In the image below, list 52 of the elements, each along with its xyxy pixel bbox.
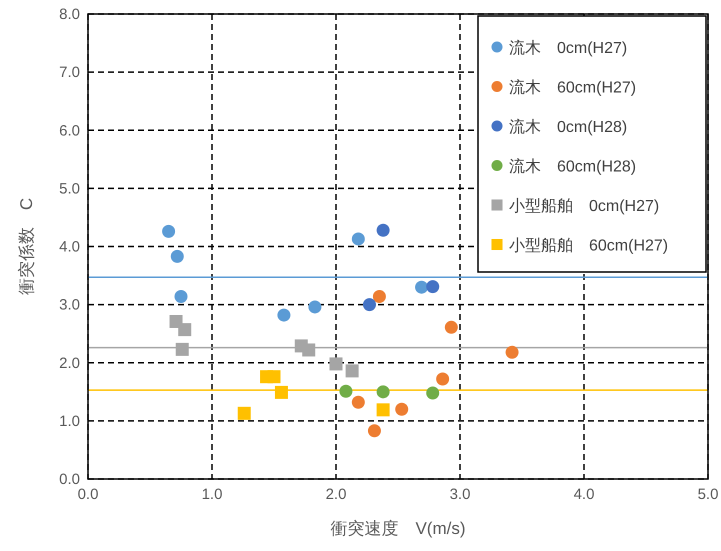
legend-label: 小型船舶 0cm(H27) xyxy=(509,197,660,215)
legend-label: 流木 0cm(H27) xyxy=(509,39,628,57)
y-tick-label: 2.0 xyxy=(59,354,80,372)
point xyxy=(372,290,386,303)
point xyxy=(376,385,390,398)
y-axis-title: 衝突係数 C xyxy=(17,198,36,296)
legend-label: 流木 60cm(H28) xyxy=(509,158,636,176)
point xyxy=(174,290,188,303)
legend-label: 小型船舶 60cm(H27) xyxy=(509,236,668,254)
point xyxy=(415,280,428,294)
point xyxy=(426,280,440,294)
point xyxy=(176,342,189,356)
point xyxy=(376,224,390,237)
point xyxy=(339,384,352,398)
x-tick-label: 4.0 xyxy=(574,486,594,503)
y-tick-label: 4.0 xyxy=(59,238,80,256)
point xyxy=(426,386,440,400)
x-tick-label: 1.0 xyxy=(202,486,222,503)
point xyxy=(376,403,390,416)
point xyxy=(178,323,192,336)
point xyxy=(170,250,184,263)
x-tick-label: 0.0 xyxy=(78,486,98,503)
point xyxy=(395,402,408,416)
y-tick-label: 5.0 xyxy=(59,180,80,198)
x-tick-label: 3.0 xyxy=(450,486,470,503)
legend-label: 流木 0cm(H28) xyxy=(509,118,628,136)
x-axis-title: 衝突速度 V(m/s) xyxy=(330,519,466,538)
y-tick-label: 6.0 xyxy=(59,122,80,140)
point xyxy=(330,357,342,370)
point xyxy=(162,224,176,238)
x-tick-label: 5.0 xyxy=(698,486,718,503)
point xyxy=(368,424,381,438)
y-tick-label: 7.0 xyxy=(59,64,80,82)
x-tick-label: 2.0 xyxy=(326,486,346,503)
point xyxy=(352,232,365,246)
point xyxy=(268,370,280,384)
point xyxy=(346,364,359,378)
point xyxy=(238,406,251,420)
point xyxy=(436,372,450,386)
legend-label: 流木 60cm(H27) xyxy=(509,78,636,96)
point xyxy=(444,320,458,334)
y-tick-label: 0.0 xyxy=(59,471,80,488)
point xyxy=(274,386,288,399)
point xyxy=(506,346,519,359)
y-tick-label: 8.0 xyxy=(59,6,80,23)
y-tick-label: 1.0 xyxy=(59,412,80,430)
point xyxy=(302,343,316,356)
point xyxy=(308,300,322,314)
point xyxy=(277,308,290,322)
y-tick-label: 3.0 xyxy=(59,296,80,314)
point xyxy=(352,396,365,409)
point xyxy=(362,298,376,312)
